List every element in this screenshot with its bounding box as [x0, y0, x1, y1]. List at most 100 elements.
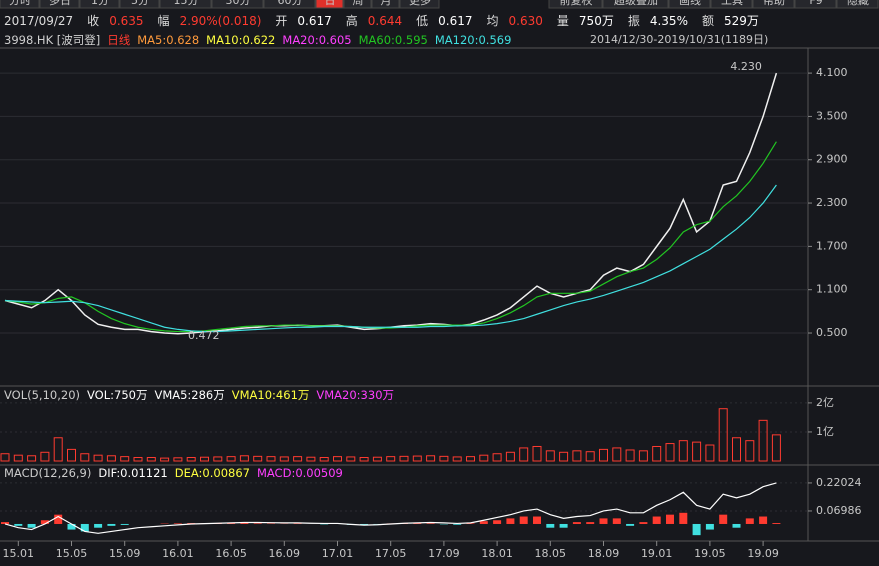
- x-tick-label: 16.09: [269, 547, 301, 560]
- tool-button[interactable]: [548, 0, 603, 9]
- tab[interactable]: [211, 0, 264, 9]
- tab-label[interactable]: 1分: [91, 0, 109, 7]
- tab[interactable]: [343, 0, 372, 9]
- tool-label[interactable]: 隐藏: [847, 0, 869, 7]
- volume-bar: [771, 434, 781, 462]
- tab[interactable]: [79, 0, 120, 9]
- y-tick-label: 0.500: [816, 326, 848, 339]
- tab-label[interactable]: 60分: [278, 0, 303, 7]
- info-item: 振 4.35%: [628, 14, 695, 28]
- tab-label[interactable]: 月: [381, 0, 392, 7]
- macd-bar: [732, 523, 741, 528]
- tool-label[interactable]: 前复权: [560, 0, 593, 7]
- tab-label[interactable]: 日: [325, 0, 336, 7]
- macd-bar: [506, 518, 515, 524]
- info-item: 幅 2.90%(0.018): [158, 14, 269, 28]
- tab[interactable]: [0, 0, 40, 9]
- legend-item: DIF:0.01121: [98, 466, 168, 480]
- macd-bar: [759, 516, 768, 524]
- price-legend: 3998.HK [波司登] 日线 MA5:0.628 MA10:0.622 MA20:0…: [4, 32, 518, 48]
- low-annotation: 0.472: [188, 329, 220, 342]
- x-tick-label: 19.01: [641, 547, 673, 560]
- tab-label[interactable]: 5分: [131, 0, 149, 7]
- y-tick-label: 2.900: [816, 153, 848, 166]
- info-label: 量: [556, 14, 569, 28]
- volume-bar: [359, 457, 369, 462]
- macd-bar: [772, 523, 781, 524]
- macd-bar: [80, 523, 89, 532]
- tab[interactable]: [119, 0, 160, 9]
- tool-button[interactable]: [752, 0, 795, 9]
- tab[interactable]: [39, 0, 80, 9]
- tab-label[interactable]: 30分: [226, 0, 251, 7]
- volume-bar: [545, 450, 555, 462]
- macd-bar: [40, 520, 49, 524]
- tab-label[interactable]: 15分: [174, 0, 199, 7]
- tool-label[interactable]: 工具: [721, 0, 743, 7]
- x-tick-label: 17.09: [428, 547, 460, 560]
- volume-bar: [213, 456, 223, 462]
- y-tick-label: 0.22024: [816, 476, 862, 489]
- y-tick-label: 1.100: [816, 283, 848, 296]
- tab-label[interactable]: 多日: [49, 0, 71, 7]
- macd-bar: [599, 518, 608, 524]
- y-tick-label: 3.500: [816, 109, 848, 122]
- macd-bar: [253, 523, 262, 524]
- panel-title: 3998.HK [波司登]: [4, 33, 101, 47]
- macd-bar: [626, 523, 635, 526]
- macd-bar: [453, 523, 462, 525]
- tab-label[interactable]: 更多: [409, 0, 431, 7]
- tab[interactable]: [159, 0, 212, 9]
- macd-bar: [107, 523, 116, 526]
- tool-label[interactable]: 超级叠加: [614, 0, 658, 7]
- volume-bar: [160, 457, 170, 462]
- volume-bar: [293, 456, 303, 462]
- macd-bar: [120, 523, 129, 525]
- legend-item: MA120:0.569: [434, 33, 512, 47]
- volume-bar: [93, 454, 103, 462]
- info-value: 4.35%: [649, 14, 688, 28]
- info-value: 0.617: [297, 14, 332, 28]
- tab-label[interactable]: 分时: [9, 0, 31, 7]
- volume-bar: [133, 457, 143, 462]
- volume-bar: [239, 455, 249, 462]
- volume-bar: [186, 457, 196, 462]
- volume-bar: [678, 440, 688, 462]
- macd-bar: [666, 514, 674, 524]
- volume-bar: [466, 456, 475, 462]
- volume-bar: [200, 456, 209, 462]
- tool-button[interactable]: [668, 0, 711, 9]
- x-tick-label: 15.09: [109, 547, 141, 560]
- info-label: 高: [345, 14, 358, 28]
- volume-bar: [106, 455, 116, 462]
- info-label: 均: [486, 14, 499, 28]
- panel-title: MACD(12,26,9): [4, 466, 92, 480]
- info-item: 开 0.617: [275, 14, 338, 28]
- tool-button[interactable]: [602, 0, 669, 9]
- tab-label[interactable]: 周: [353, 0, 364, 7]
- tab[interactable]: [263, 0, 316, 9]
- macd-bar: [173, 523, 182, 524]
- info-label: 开: [275, 14, 288, 28]
- tab[interactable]: [371, 0, 400, 9]
- y-tick-label: 1亿: [816, 425, 834, 438]
- tab[interactable]: [315, 0, 344, 9]
- x-tick-label: 18.01: [481, 547, 513, 560]
- y-tick-label: 0.06986: [816, 504, 862, 517]
- tab[interactable]: [399, 0, 440, 9]
- tool-button[interactable]: [794, 0, 837, 9]
- tool-label[interactable]: F9: [809, 0, 822, 7]
- info-label: 低: [416, 14, 429, 28]
- y-tick-label: 2亿: [816, 396, 834, 409]
- macd-bar: [426, 523, 435, 524]
- tool-button[interactable]: [710, 0, 753, 9]
- tool-label[interactable]: 帮助: [763, 0, 785, 7]
- legend-item: VMA5:286万: [154, 388, 225, 402]
- tool-label[interactable]: 画线: [679, 0, 701, 7]
- volume-bar: [13, 454, 23, 462]
- legend-item: MA60:0.595: [358, 33, 428, 47]
- tool-button[interactable]: [836, 0, 879, 9]
- volume-bar: [692, 441, 702, 462]
- macd-bar: [692, 523, 701, 536]
